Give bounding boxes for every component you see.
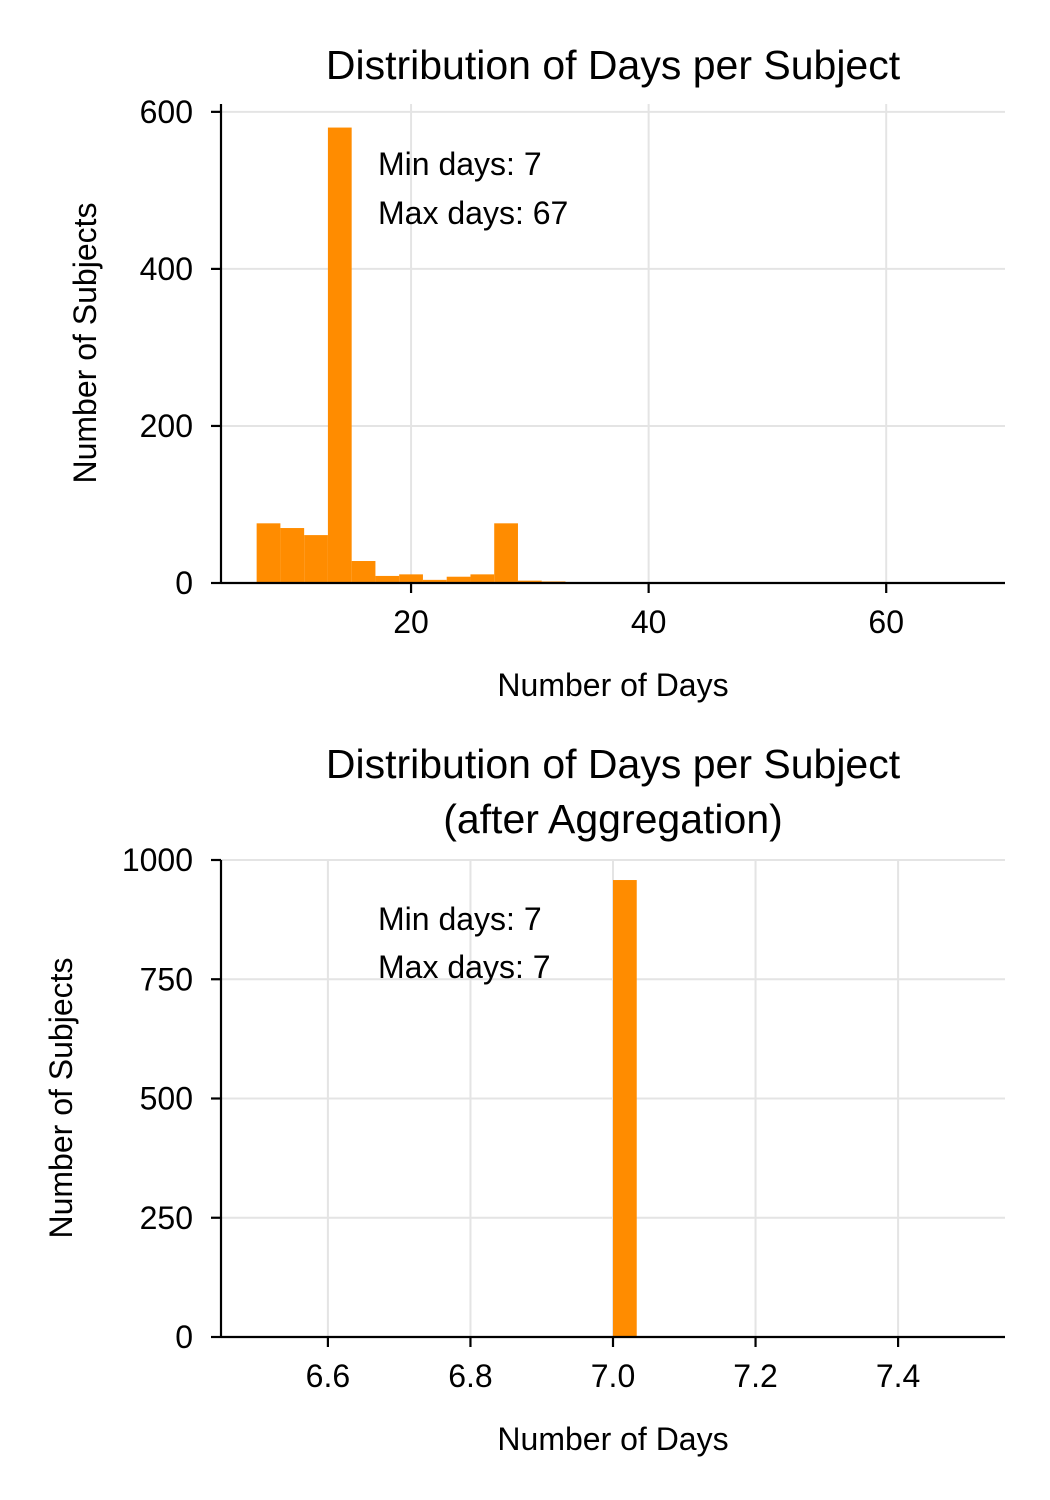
histogram-bar [256, 523, 281, 583]
chart-1-annotation-max: Max days: 67 [378, 195, 568, 231]
chart-2-ticks: 6.6 6.8 7.0 7.2 7.4 0 250 500 750 1000 [122, 842, 921, 1394]
chart-1-title: Distribution of Days per Subject [326, 42, 901, 88]
y-tick-label: 0 [175, 565, 193, 601]
chart-1: Distribution of Days per Subject 20 40 600… [67, 42, 1005, 703]
chart-2-annotation-min: Min days: 7 [378, 901, 542, 937]
histogram-bar [351, 561, 376, 583]
chart-1-y-axis-label: Number of Subjects [67, 202, 103, 483]
histogram-bar [375, 575, 400, 583]
x-tick-label: 20 [393, 604, 429, 640]
histogram-bar [446, 576, 471, 583]
histogram-bar [613, 880, 637, 1337]
chart-1-bars [256, 127, 970, 584]
y-tick-label: 250 [140, 1200, 193, 1236]
y-tick-label: 750 [140, 961, 193, 997]
histogram-bar [494, 523, 518, 583]
chart-2-y-axis-label: Number of Subjects [43, 957, 79, 1238]
chart-2: Distribution of Days per Subject (after … [43, 741, 1005, 1457]
chart-2-title-line-2: (after Aggregation) [443, 796, 783, 842]
chart-2-title-line-1: Distribution of Days per Subject [326, 741, 901, 787]
y-tick-label: 0 [175, 1319, 193, 1355]
histogram-bar [422, 579, 447, 583]
histogram-bar [304, 535, 328, 583]
y-tick-label: 400 [140, 251, 193, 287]
x-tick-label: 60 [868, 604, 904, 640]
y-tick-label: 1000 [122, 842, 193, 878]
x-tick-label: 6.6 [306, 1358, 350, 1394]
histogram-bar [470, 574, 495, 583]
x-tick-label: 6.8 [448, 1358, 492, 1394]
y-tick-label: 600 [140, 94, 193, 130]
chart-2-x-axis-label: Number of Days [497, 1421, 728, 1457]
histogram-bar [280, 528, 305, 583]
y-tick-label: 500 [140, 1081, 193, 1117]
x-tick-label: 7.0 [591, 1358, 635, 1394]
x-tick-label: 7.2 [733, 1358, 777, 1394]
y-tick-label: 200 [140, 408, 193, 444]
histogram-bar [327, 127, 352, 584]
chart-1-annotation-min: Min days: 7 [378, 146, 542, 182]
x-tick-label: 7.4 [876, 1358, 920, 1394]
histogram-bar [517, 580, 542, 583]
histogram-bar [399, 574, 423, 583]
chart-2-bars [613, 880, 637, 1337]
chart-1-x-axis-label: Number of Days [497, 667, 728, 703]
x-tick-label: 40 [631, 604, 667, 640]
chart-2-annotation-max: Max days: 7 [378, 949, 551, 985]
